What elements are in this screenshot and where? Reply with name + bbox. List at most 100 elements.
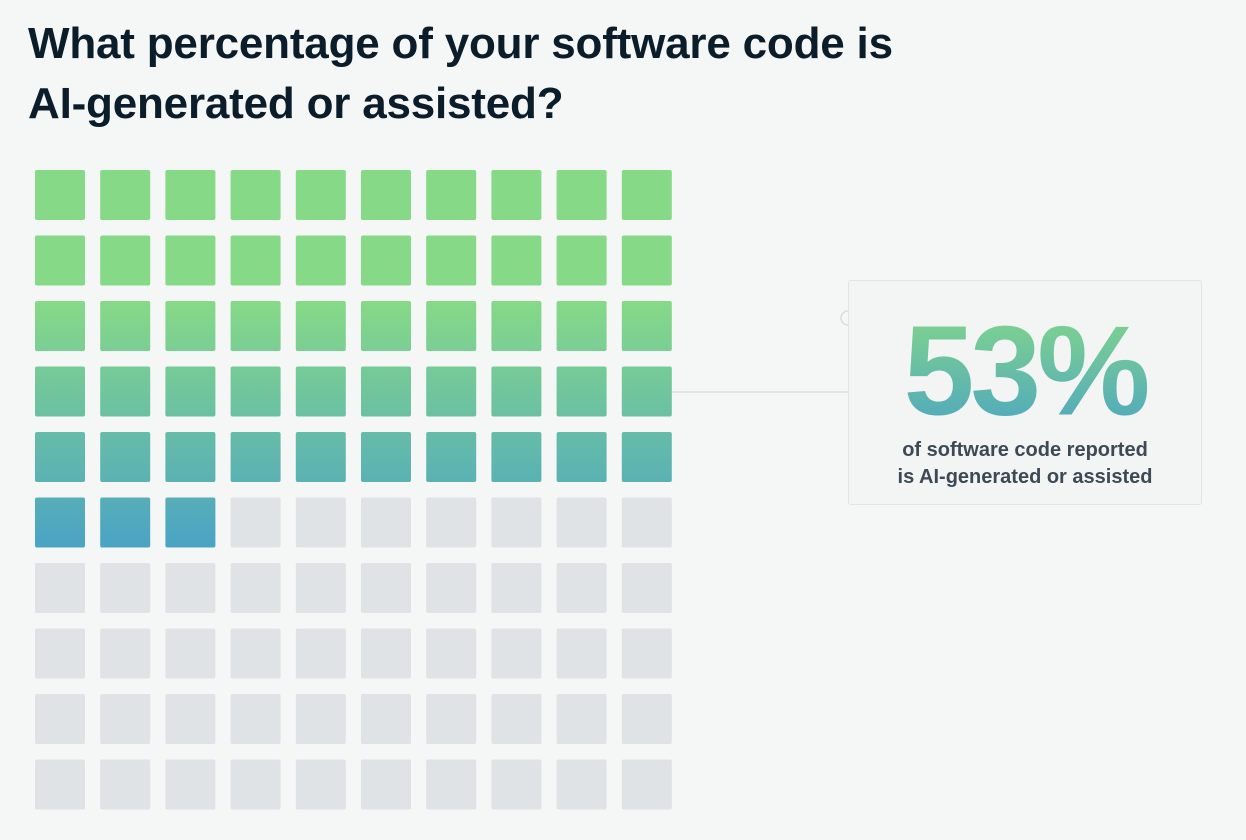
waffle-cell-empty xyxy=(100,563,151,613)
waffle-cell-empty xyxy=(35,759,85,810)
waffle-cell-empty xyxy=(621,759,672,810)
waffle-cell-filled xyxy=(100,497,151,548)
waffle-cell-empty xyxy=(556,497,607,548)
waffle-cell-empty xyxy=(621,497,672,548)
waffle-cell-empty xyxy=(491,563,542,613)
waffle-cell-filled xyxy=(556,301,607,351)
waffle-cell-empty xyxy=(230,563,281,613)
waffle-cell-filled xyxy=(100,235,151,286)
callout-caption: of software code reported is AI-generate… xyxy=(849,437,1201,491)
waffle-cell-filled xyxy=(361,235,411,286)
waffle-cell-empty xyxy=(361,563,411,613)
waffle-cell-empty xyxy=(556,563,607,613)
waffle-cell-empty xyxy=(556,694,607,744)
waffle-cell-empty xyxy=(165,628,216,679)
value-percent-label: 53% xyxy=(904,303,1152,423)
waffle-cell-empty xyxy=(491,628,542,679)
waffle-cell-filled xyxy=(361,432,411,482)
waffle-cell-filled xyxy=(35,235,85,286)
waffle-cell-filled xyxy=(426,170,477,220)
waffle-cell-filled xyxy=(491,170,542,220)
waffle-cell-empty xyxy=(426,694,477,744)
waffle-cell-empty xyxy=(165,759,216,810)
chart-title: What percentage of your software code is… xyxy=(28,14,1028,134)
waffle-cell-empty xyxy=(230,628,281,679)
waffle-cell-empty xyxy=(295,694,346,744)
waffle-cell-filled xyxy=(426,366,477,417)
waffle-cell-filled xyxy=(556,366,607,417)
callout-connector xyxy=(671,310,856,393)
waffle-cell-filled xyxy=(100,432,151,482)
value-text: 53% xyxy=(904,303,1148,423)
waffle-cell-filled xyxy=(230,170,281,220)
waffle-cell-filled xyxy=(621,366,672,417)
waffle-cell-filled xyxy=(426,432,477,482)
waffle-cell-filled xyxy=(621,170,672,220)
waffle-cell-filled xyxy=(35,366,85,417)
waffle-cell-filled xyxy=(426,235,477,286)
waffle-cell-filled xyxy=(491,432,542,482)
waffle-cell-filled xyxy=(100,301,151,351)
waffle-cell-filled xyxy=(556,235,607,286)
waffle-cell-empty xyxy=(426,497,477,548)
waffle-cell-filled xyxy=(361,170,411,220)
waffle-cell-empty xyxy=(426,563,477,613)
waffle-cell-empty xyxy=(491,759,542,810)
chart-title-line-1: What percentage of your software code is xyxy=(28,19,893,68)
waffle-cell-empty xyxy=(295,563,346,613)
waffle-cell-filled xyxy=(556,432,607,482)
caption-line-1: of software code reported xyxy=(902,439,1148,461)
chart-title-line-2: AI-generated or assisted? xyxy=(28,79,564,128)
waffle-cell-filled xyxy=(295,432,346,482)
waffle-cell-empty xyxy=(621,628,672,679)
waffle-cell-empty xyxy=(556,628,607,679)
waffle-cell-filled xyxy=(230,235,281,286)
waffle-cell-filled xyxy=(35,432,85,482)
waffle-cell-empty xyxy=(100,759,151,810)
waffle-cell-filled xyxy=(230,432,281,482)
waffle-cell-empty xyxy=(361,628,411,679)
waffle-cell-filled xyxy=(35,497,85,548)
waffle-cell-empty xyxy=(35,694,85,744)
waffle-cell-filled xyxy=(230,301,281,351)
waffle-cell-empty xyxy=(361,694,411,744)
waffle-cell-empty xyxy=(230,759,281,810)
waffle-cell-empty xyxy=(100,628,151,679)
caption-line-2: is AI-generated or assisted xyxy=(897,466,1153,488)
waffle-cell-filled xyxy=(491,235,542,286)
waffle-cell-empty xyxy=(295,497,346,548)
waffle-cell-empty xyxy=(621,694,672,744)
waffle-cell-filled xyxy=(165,301,216,351)
waffle-cell-filled xyxy=(621,432,672,482)
waffle-cell-empty xyxy=(295,628,346,679)
waffle-cell-empty xyxy=(230,497,281,548)
waffle-cell-empty xyxy=(100,694,151,744)
waffle-cell-filled xyxy=(165,170,216,220)
waffle-cell-empty xyxy=(491,497,542,548)
waffle-cell-filled xyxy=(165,497,216,548)
waffle-cell-filled xyxy=(100,170,151,220)
waffle-cell-filled xyxy=(35,170,85,220)
waffle-cell-empty xyxy=(35,628,85,679)
waffle-cell-filled xyxy=(165,432,216,482)
waffle-cell-empty xyxy=(621,563,672,613)
waffle-cell-filled xyxy=(230,366,281,417)
waffle-cell-filled xyxy=(556,170,607,220)
waffle-cell-filled xyxy=(361,366,411,417)
waffle-cell-filled xyxy=(165,235,216,286)
waffle-cell-empty xyxy=(295,759,346,810)
waffle-cell-filled xyxy=(621,301,672,351)
waffle-cell-filled xyxy=(295,235,346,286)
waffle-cell-filled xyxy=(426,301,477,351)
waffle-cell-filled xyxy=(491,366,542,417)
value-callout: 53% of software code reported is AI-gene… xyxy=(848,280,1202,505)
waffle-cell-empty xyxy=(361,759,411,810)
waffle-cell-filled xyxy=(100,366,151,417)
waffle-cell-filled xyxy=(295,301,346,351)
waffle-cells xyxy=(35,170,672,810)
waffle-cell-empty xyxy=(35,563,85,613)
waffle-cell-empty xyxy=(165,694,216,744)
waffle-cell-filled xyxy=(165,366,216,417)
waffle-cell-empty xyxy=(426,628,477,679)
waffle-cell-filled xyxy=(621,235,672,286)
